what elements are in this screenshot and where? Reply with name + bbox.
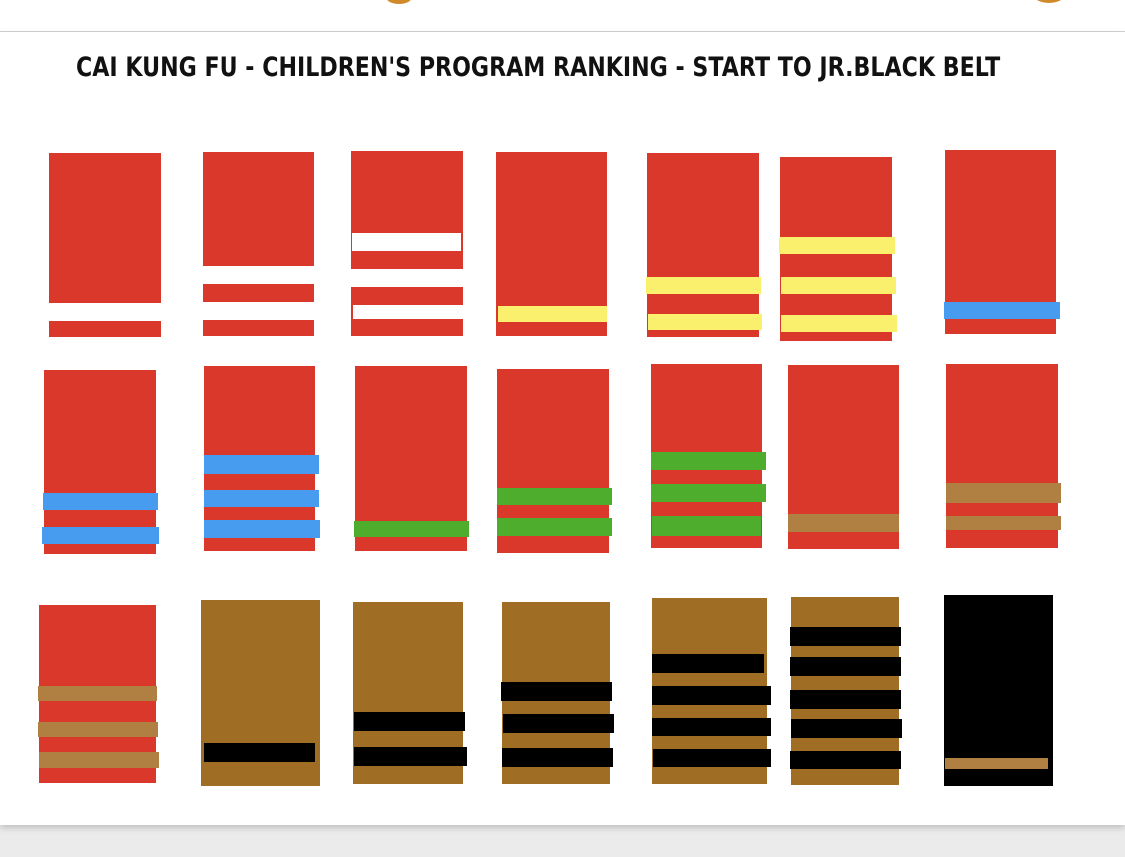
belt-13 bbox=[788, 365, 899, 549]
belt-3-stripe-1 bbox=[352, 233, 461, 251]
belt-9 bbox=[204, 366, 320, 551]
belt-20-stripe-5 bbox=[790, 751, 901, 769]
belt-15-stripe-2 bbox=[38, 722, 158, 737]
belt-5-stripe-2 bbox=[648, 314, 762, 330]
belt-11-stripe-2 bbox=[497, 518, 612, 536]
belt-8-stripe-1 bbox=[43, 493, 158, 510]
belt-5-stripe-1 bbox=[646, 277, 761, 294]
belt-19-stripe-2 bbox=[652, 686, 771, 705]
belt-9-stripe-3 bbox=[204, 520, 320, 538]
page-title: CAI KUNG FU - CHILDREN'S PROGRAM RANKING… bbox=[76, 52, 1001, 83]
belt-20-stripe-1 bbox=[790, 627, 901, 646]
belt-18-stripe-3 bbox=[502, 748, 613, 767]
logo-icon-right[interactable] bbox=[1034, 0, 1064, 3]
belt-19-stripe-3 bbox=[652, 718, 771, 736]
belt-7-stripe-1 bbox=[944, 302, 1060, 319]
belt-12 bbox=[651, 364, 766, 548]
belt-17 bbox=[353, 602, 467, 784]
belt-18 bbox=[501, 602, 614, 784]
belt-16-stripe-1 bbox=[204, 743, 315, 762]
belt-20-stripe-4 bbox=[791, 719, 902, 738]
belt-12-stripe-2 bbox=[651, 484, 766, 502]
belt-7 bbox=[944, 150, 1060, 334]
belt-14-stripe-2 bbox=[946, 516, 1061, 530]
belt-4 bbox=[496, 152, 607, 336]
site-header bbox=[0, 0, 1125, 32]
belt-13-stripe-1 bbox=[788, 514, 899, 532]
belt-15-stripe-3 bbox=[39, 752, 159, 768]
belt-16 bbox=[201, 600, 320, 786]
belt-20-stripe-3 bbox=[790, 690, 901, 709]
belt-11 bbox=[497, 369, 612, 553]
belt-3 bbox=[351, 151, 463, 336]
belt-19 bbox=[652, 598, 771, 784]
logo-icon-left[interactable] bbox=[386, 0, 412, 4]
belt-3-stripe-3 bbox=[353, 305, 463, 319]
belt-1-stripe-1 bbox=[49, 303, 161, 321]
belt-19-stripe-1 bbox=[652, 654, 764, 673]
belt-6 bbox=[779, 157, 897, 341]
belt-20 bbox=[790, 597, 902, 785]
belt-1 bbox=[49, 153, 161, 337]
belt-18-stripe-2 bbox=[503, 714, 614, 733]
belt-20-stripe-2 bbox=[790, 657, 901, 676]
belt-6-stripe-2 bbox=[781, 277, 896, 294]
belt-14 bbox=[946, 364, 1061, 548]
belt-21 bbox=[944, 595, 1053, 786]
belt-8-stripe-2 bbox=[42, 527, 159, 544]
belt-21-stripe-1 bbox=[945, 758, 1048, 769]
belt-12-stripe-3 bbox=[652, 516, 761, 536]
belt-17-stripe-2 bbox=[354, 747, 467, 766]
belt-12-stripe-1 bbox=[651, 452, 766, 470]
belt-18-stripe-1 bbox=[501, 682, 612, 701]
belt-5 bbox=[646, 153, 762, 337]
belt-17-stripe-1 bbox=[354, 712, 465, 731]
belt-2 bbox=[203, 152, 314, 336]
belt-15-stripe-1 bbox=[38, 686, 157, 701]
belt-11-stripe-1 bbox=[497, 488, 612, 505]
belt-3-stripe-2 bbox=[351, 269, 463, 287]
belt-6-stripe-3 bbox=[781, 315, 897, 332]
belt-9-stripe-2 bbox=[204, 490, 319, 507]
belt-4-stripe-1 bbox=[498, 306, 607, 322]
belt-8 bbox=[42, 370, 159, 554]
belt-14-stripe-1 bbox=[946, 483, 1061, 503]
belt-10-stripe-1 bbox=[354, 521, 469, 537]
belt-19-stripe-4 bbox=[653, 749, 771, 767]
belt-2-stripe-2 bbox=[203, 302, 314, 320]
belt-2-stripe-1 bbox=[203, 266, 314, 284]
belt-15 bbox=[38, 605, 159, 783]
belt-6-stripe-1 bbox=[779, 237, 895, 254]
belt-10 bbox=[354, 366, 469, 551]
belt-9-stripe-1 bbox=[204, 455, 319, 474]
